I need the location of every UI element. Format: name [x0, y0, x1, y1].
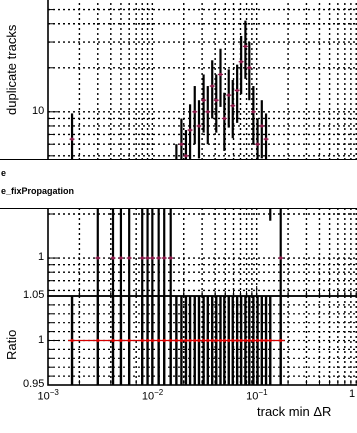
bottom-point-25 — [235, 338, 239, 343]
bottom-ticks — [47, 295, 357, 386]
bottom-point-20 — [214, 338, 218, 343]
legend-entry-1: e — [1, 168, 7, 178]
bottom-point-33 — [268, 338, 272, 343]
top-point-32 — [264, 137, 268, 141]
bottom-point-29 — [251, 338, 255, 343]
bottom-point-10 — [169, 338, 173, 343]
top-point-23 — [227, 93, 231, 97]
top-point-18 — [206, 110, 210, 114]
top-point-21 — [218, 72, 223, 77]
bottom-point-21 — [218, 338, 223, 343]
top-point-27 — [243, 44, 248, 49]
top-point-3 — [119, 256, 123, 260]
top-point-31 — [260, 124, 264, 128]
legend-entry-2: e_fixPropagation — [1, 186, 75, 196]
top-panel — [47, 0, 357, 297]
bottom-point-18 — [206, 338, 210, 343]
bottom-point-9 — [162, 338, 166, 343]
bottom-point-6 — [145, 338, 150, 343]
top-point-1 — [96, 256, 100, 260]
top-point-7 — [150, 256, 154, 260]
top-point-8 — [157, 256, 161, 260]
top-point-16 — [197, 124, 201, 128]
x-tick-label-1: 10−2 — [141, 388, 164, 403]
top-point-6 — [145, 256, 150, 260]
bottom-point-16 — [197, 338, 201, 343]
top-point-13 — [184, 154, 188, 158]
top-y-tick-label-1: 10 — [32, 104, 45, 117]
top-grid — [48, 0, 357, 296]
x-tick-label-2: 10−1 — [246, 388, 268, 403]
x-tick-label-3: 1 — [349, 388, 356, 400]
top-point-25 — [235, 88, 239, 93]
top-point-20 — [214, 98, 218, 102]
x-axis-title: track min ΔR — [257, 404, 332, 419]
bottom-point-19 — [210, 338, 214, 343]
top-point-22 — [222, 116, 226, 121]
top-point-15 — [193, 110, 197, 114]
bottom-point-14 — [188, 338, 192, 343]
top-point-2 — [111, 256, 115, 260]
bottom-point-24 — [231, 338, 235, 343]
bottom-point-26 — [239, 338, 243, 343]
top-point-24 — [231, 104, 235, 108]
bottom-point-34 — [279, 338, 283, 343]
bottom-frame — [47, 295, 357, 386]
bottom-point-2 — [111, 338, 115, 343]
top-point-9 — [162, 256, 166, 260]
top-point-26 — [239, 60, 243, 64]
bottom-point-4 — [127, 338, 131, 343]
bottom-point-23 — [227, 338, 231, 343]
bottom-point-13 — [184, 338, 188, 343]
bottom-point-15 — [193, 338, 197, 343]
bottom-point-11 — [174, 338, 178, 343]
top-point-5 — [140, 256, 144, 260]
bottom-y-tick-label-0: 0.95 — [23, 378, 45, 390]
bottom-point-17 — [201, 338, 206, 343]
bottom-point-1 — [96, 338, 100, 343]
top-point-17 — [201, 98, 206, 102]
bottom-y-tick-label-2: 1.05 — [23, 289, 45, 301]
bottom-panel — [47, 295, 357, 386]
bottom-point-7 — [150, 338, 154, 343]
bottom-point-8 — [157, 338, 161, 343]
top-point-19 — [210, 84, 214, 88]
bottom-point-28 — [247, 338, 251, 343]
top-point-14 — [188, 128, 192, 132]
x-tick-label-0: 10−3 — [37, 388, 59, 403]
bottom-point-5 — [140, 338, 144, 343]
bottom-point-27 — [243, 338, 248, 343]
top-y-tick-label-0: 1 — [38, 251, 45, 264]
bottom-point-12 — [179, 338, 184, 343]
bottom-point-31 — [260, 338, 264, 343]
top-point-30 — [255, 142, 260, 146]
top-point-29 — [251, 110, 255, 114]
bottom-point-3 — [119, 338, 123, 343]
top-point-12 — [179, 142, 184, 146]
bottom-y-tick-label-1: 1 — [38, 333, 45, 346]
bottom-point-32 — [264, 338, 268, 343]
top-point-4 — [127, 256, 131, 260]
top-point-34 — [279, 256, 283, 260]
bottom-point-22 — [222, 338, 226, 343]
legend: e e_fixPropagation — [0, 159, 357, 209]
bottom-point-0 — [70, 338, 74, 343]
bottom-y-axis-title: Ratio — [4, 329, 19, 360]
top-y-axis-title: duplicate tracks — [4, 24, 19, 115]
top-point-10 — [169, 256, 173, 260]
bottom-point-30 — [255, 338, 260, 343]
top-point-28 — [247, 66, 251, 70]
bottom-points — [70, 338, 283, 343]
top-point-0 — [70, 137, 74, 141]
